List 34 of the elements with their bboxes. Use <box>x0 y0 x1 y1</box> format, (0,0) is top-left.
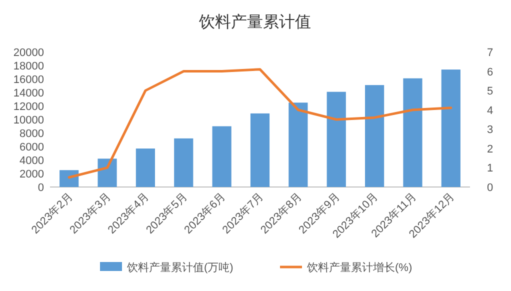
bar <box>365 85 384 187</box>
bar <box>174 138 194 187</box>
y2-tick-label: 6 <box>486 66 494 78</box>
chart-title: 饮料产量累计值 <box>198 13 311 31</box>
y2-tick-label: 4 <box>486 104 494 117</box>
y-tick-label: 12000 <box>13 101 44 113</box>
y2-tick-label: 0 <box>486 182 494 194</box>
y-tick-label: 0 <box>38 182 44 194</box>
bar <box>326 92 346 187</box>
y-tick-label: 10000 <box>13 114 44 126</box>
bar <box>60 170 79 187</box>
y2-tick-label: 7 <box>486 47 494 59</box>
legend-label: 饮料产量累计值(万吨) <box>126 261 234 274</box>
y-tick-label: 14000 <box>13 88 44 100</box>
bar <box>98 158 117 187</box>
y-tick-label: 2000 <box>20 168 44 180</box>
bar <box>403 78 422 187</box>
y2-tick-label: 3 <box>486 124 494 136</box>
bar <box>250 113 270 187</box>
y-tick-label: 4000 <box>20 155 44 167</box>
bar <box>136 148 155 187</box>
legend-label: 饮料产量累计增长(%) <box>306 261 412 274</box>
y-tick-label: 20000 <box>13 47 44 59</box>
y-tick-label: 16000 <box>13 74 44 86</box>
line-series <box>68 68 452 179</box>
y2-tick-label: 2 <box>486 143 494 156</box>
bar <box>212 126 232 187</box>
bar <box>441 70 460 187</box>
bar <box>288 102 308 187</box>
y-tick-label: 8000 <box>20 128 44 140</box>
y-tick-label: 6000 <box>20 142 44 154</box>
y2-tick-label: 1 <box>486 162 494 175</box>
y-tick-label: 18000 <box>13 60 44 72</box>
y2-tick-label: 5 <box>486 86 494 98</box>
